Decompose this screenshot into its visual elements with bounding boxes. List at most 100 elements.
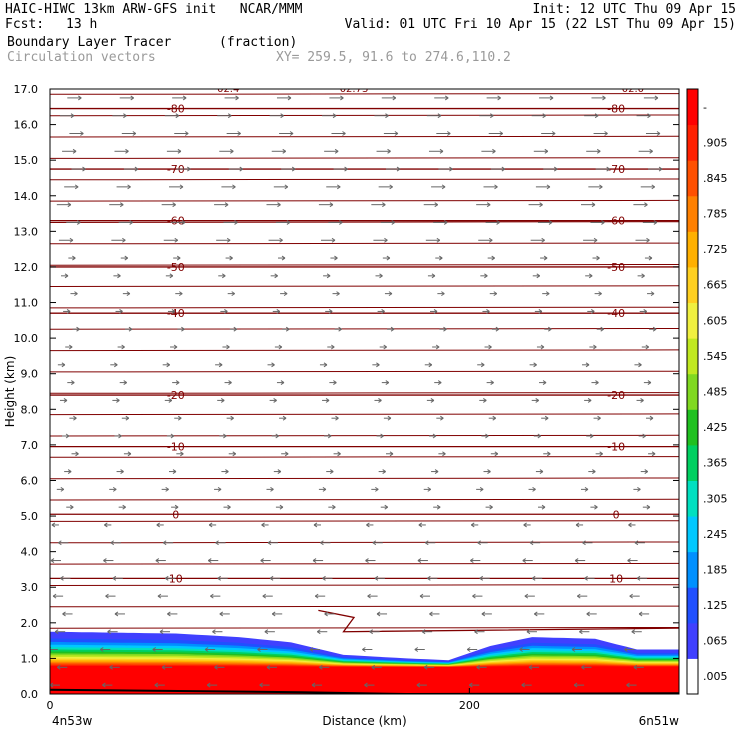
colorbar: .005 .065 .125 .185 .245 .305 .365 .425 .485 .545… [686, 88, 728, 695]
vector-arrow-head [261, 522, 265, 528]
vector-arrow-head [652, 326, 657, 332]
y-tick-label: 13.0 [14, 225, 39, 238]
isotherm-label: -10 [607, 441, 625, 454]
vector-arrow-head [58, 540, 62, 546]
vector-arrow-head [175, 113, 180, 119]
colorbar-swatch [687, 444, 698, 481]
vector-arrow-head [481, 611, 486, 617]
vector-arrow-head [230, 415, 234, 421]
vector-arrow-head [134, 166, 139, 172]
colorbar-label: .665 [703, 279, 728, 292]
vector-arrow-head [533, 362, 537, 368]
vector-arrow-head [104, 522, 108, 528]
vector-arrow-head [596, 255, 600, 261]
vector-arrow-head [344, 166, 348, 172]
contour-line [50, 392, 679, 394]
isotherm-label: -60 [607, 215, 625, 228]
vector-arrow-head [226, 237, 231, 243]
vector-arrow-head [549, 95, 554, 101]
vector-arrow-head [548, 326, 552, 332]
vector-arrow-head [54, 629, 59, 635]
vector-arrow-head [328, 309, 333, 314]
vector-arrow-head [376, 611, 381, 617]
vector-arrow-head [74, 291, 78, 297]
vector-arrow-head [593, 237, 598, 243]
vector-arrow-head [417, 558, 422, 563]
vector-arrow-head [479, 486, 484, 492]
vector-arrow-head [325, 397, 330, 403]
y-tick-label: 7.0 [21, 439, 39, 452]
contour-line [50, 349, 679, 352]
vector-arrow-head [637, 486, 641, 492]
isotherm-label: 0 [172, 508, 179, 521]
vector-arrow-head [278, 344, 283, 350]
vector-arrow-head [234, 220, 238, 225]
vector-arrow-head [122, 504, 126, 510]
colorbar-swatch [687, 160, 698, 197]
vector-arrow-head [627, 558, 631, 563]
isotherm-label: -60 [167, 215, 185, 228]
vector-arrow-head [221, 273, 226, 279]
vector-arrow-head [165, 486, 169, 492]
vector-arrow-head [212, 629, 216, 635]
vector-arrow-head [544, 148, 549, 154]
vector-arrow-head [433, 309, 438, 314]
vector-arrow-head [575, 522, 580, 528]
contour-line [50, 178, 679, 181]
vector-arrow-head [489, 504, 493, 510]
vector-arrow-head [227, 504, 231, 510]
vector-arrow-head [541, 237, 545, 243]
vector-arrow-head [594, 113, 599, 119]
vector-arrow-head [226, 344, 230, 350]
xy-endpoints: XY= 259.5, 91.6 to 274.6,110.2 [276, 50, 511, 65]
vector-arrow-head [220, 397, 225, 403]
vector-arrow-head [651, 184, 656, 190]
vector-arrow-head [437, 380, 442, 386]
y-tick-label: 10.0 [14, 332, 39, 345]
isotherm-label: 10 [609, 572, 623, 585]
fcst-label: Fcst: [5, 17, 45, 32]
vector-arrow-head [606, 166, 610, 172]
isotherm-label: 0 [613, 508, 620, 521]
vector-arrow-head [631, 629, 636, 635]
vector-arrow-head [119, 309, 123, 314]
contour-line [50, 221, 679, 223]
x-tick-label: 200 [459, 699, 480, 712]
vector-arrow-head [274, 273, 278, 279]
vector-arrow-head [60, 575, 64, 581]
vector-arrow-head [177, 415, 182, 421]
colorbar-frame [686, 88, 699, 695]
vector-arrow-head [633, 664, 638, 670]
colorbar-label: .485 [703, 386, 728, 399]
vector-arrow-head [444, 95, 449, 101]
circulation-vectors [50, 95, 663, 688]
vector-arrow-head [488, 344, 492, 350]
vector-arrow-head [122, 237, 126, 243]
vector-arrow-head [329, 469, 334, 474]
colorbar-label: .125 [703, 599, 728, 612]
contour-line [50, 135, 679, 138]
vector-arrow-head [312, 558, 317, 563]
y-tick-label: 14.0 [14, 190, 39, 203]
vector-arrow-head [495, 326, 500, 332]
vector-arrow-head [647, 113, 651, 119]
vector-arrow-head [214, 664, 218, 670]
vector-arrow-head [132, 131, 137, 136]
vector-arrow-head [442, 451, 446, 457]
vector-arrow-head [114, 611, 119, 617]
colorbar-label: .845 [703, 172, 728, 185]
x-left-endpoint: 4n53w [52, 714, 93, 728]
vector-arrow-head [172, 469, 177, 474]
colorbar-label: .365 [703, 457, 728, 470]
vector-arrow-head [596, 148, 601, 154]
vector-arrow-head [484, 273, 488, 279]
vector-arrow-head [587, 397, 592, 403]
vector-arrow-head [276, 309, 281, 314]
vector-arrow-head [155, 558, 160, 563]
colorbar-swatch [687, 195, 698, 232]
contour-line [50, 285, 679, 287]
y-axis-label: Height (km) [3, 356, 17, 427]
vector-arrow-head [217, 486, 222, 492]
vector-arrow-head [285, 326, 290, 332]
vector-arrow-head [283, 291, 288, 297]
